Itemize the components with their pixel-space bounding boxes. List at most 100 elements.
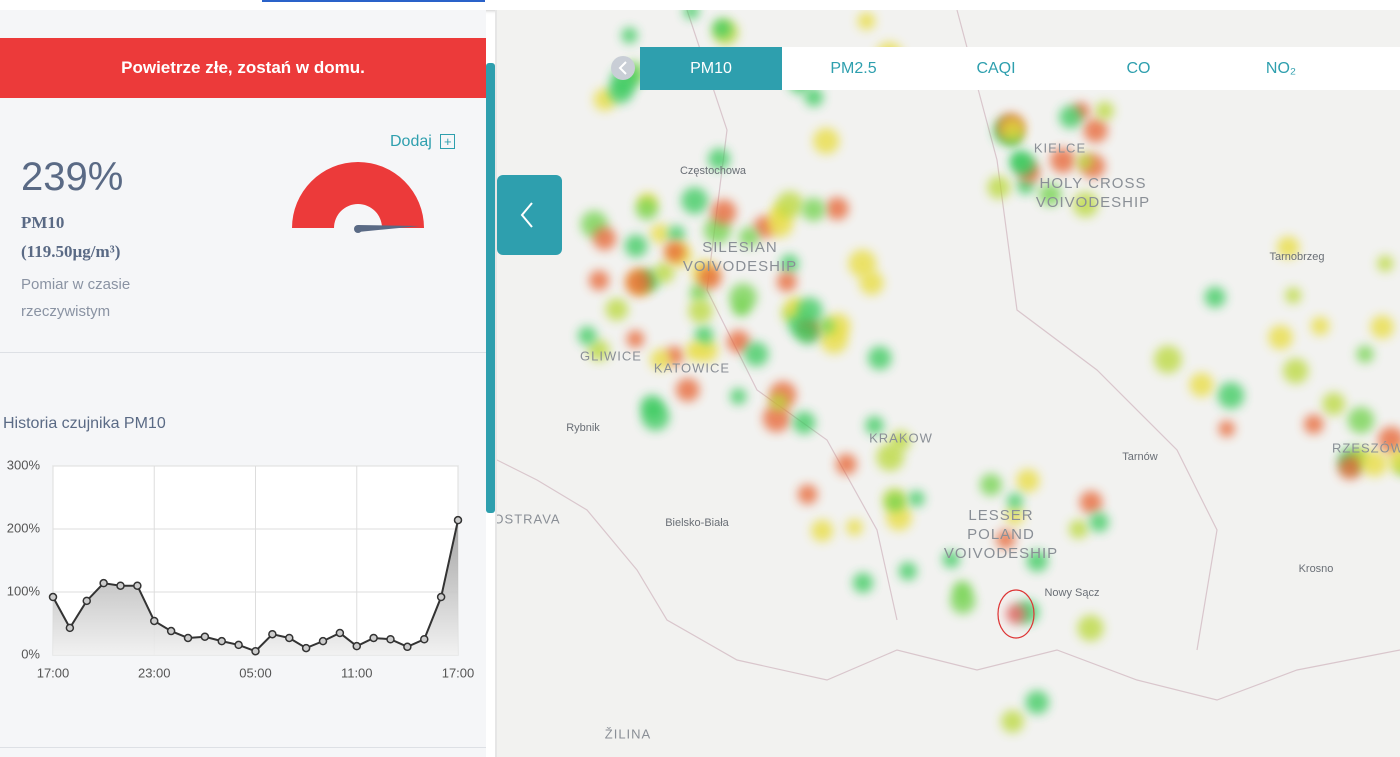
heat-blob: [865, 416, 884, 435]
point: [48, 592, 58, 602]
map-label: Bielsko-Biała: [665, 517, 729, 529]
map-label: Krosno: [1299, 563, 1334, 575]
heat-blob: [1338, 455, 1362, 480]
tab[interactable]: CO: [1127, 60, 1151, 77]
point: [65, 623, 75, 633]
map-label: VOIVODESHIP: [944, 545, 1058, 562]
divider: [0, 352, 486, 353]
map-label: VOIVODESHIP: [683, 258, 797, 275]
heat-blob: [1076, 153, 1094, 171]
back-button[interactable]: [611, 56, 635, 80]
heat-blob: [1347, 406, 1375, 434]
point: [335, 628, 345, 638]
map-label: Tarnów: [1122, 451, 1158, 463]
heat-blob: [1388, 447, 1400, 475]
add-button[interactable]: Dodaj +: [390, 133, 456, 151]
gauge: [292, 162, 424, 233]
map-label: VOIVODESHIP: [1036, 194, 1150, 211]
point: [217, 636, 226, 646]
heat-blob: [668, 225, 685, 243]
heat-blob: [1026, 550, 1049, 572]
heat-blob: [675, 378, 700, 402]
map-label: LESSER: [968, 507, 1033, 524]
selected-marker[interactable]: [997, 589, 1035, 639]
point: [99, 578, 108, 588]
point: [436, 592, 446, 602]
heat-blob: [577, 326, 597, 346]
heat-blob: [767, 211, 793, 238]
heat-blob: [1006, 604, 1026, 624]
heat-blob: [886, 505, 912, 531]
heat-blob: [1189, 372, 1214, 397]
heat-blob: [1218, 420, 1235, 437]
heat-blob: [1077, 615, 1104, 642]
heat-blob: [1001, 710, 1024, 733]
heat-blob: [589, 270, 610, 291]
heat-blob: [1322, 392, 1346, 416]
heat-blob: [835, 453, 857, 475]
tab[interactable]: CAQI: [976, 60, 1015, 77]
heat-blob: [776, 271, 797, 292]
heat-blob: [653, 262, 675, 284]
heat-blob: [592, 226, 617, 251]
chart-title: Historia czujnika PM10: [3, 415, 166, 432]
heat-blob: [1005, 506, 1025, 526]
point: [82, 596, 91, 606]
heat-blob: [796, 297, 823, 324]
tab-active[interactable]: [640, 47, 782, 90]
heat-blob: [890, 430, 911, 452]
heat-blob: [727, 330, 750, 354]
map-label: OSTRAVA: [497, 511, 561, 526]
heat-blob: [625, 268, 653, 296]
point: [133, 581, 142, 590]
collapse-icon: [520, 202, 533, 228]
heat-blob: [650, 223, 670, 244]
heat-blob: [776, 191, 804, 219]
map-label: SILESIAN: [702, 239, 778, 256]
heat-blob: [1303, 414, 1324, 435]
heat-blob: [624, 234, 648, 258]
map-label: GLIWICE: [580, 348, 642, 363]
map[interactable]: Częstochowa SILESIAN VOIVODESHIP GLIWICE KAT…: [497, 10, 1400, 757]
y-tick-label: 300%: [7, 457, 41, 472]
heat-blob: [987, 175, 1011, 199]
back-icon: [618, 61, 627, 75]
map-label: Częstochowa: [680, 165, 747, 177]
divider: [0, 747, 486, 748]
heat-blob: [769, 392, 789, 412]
tab[interactable]: PM2.5: [830, 60, 876, 77]
map-label: Tarnobrzeg: [1269, 251, 1324, 263]
y-tick-label: 0%: [21, 646, 40, 661]
point: [369, 633, 378, 643]
heat-blob: [846, 519, 863, 536]
heat-blob: [1006, 493, 1024, 510]
scrollbar[interactable]: [486, 63, 495, 513]
add-label: Dodaj: [390, 133, 432, 150]
heat-blob: [1089, 512, 1109, 533]
x-tick-label: 17:00: [442, 665, 475, 680]
top-bar: [0, 0, 1400, 10]
collapse-button[interactable]: [497, 175, 562, 255]
add-icon: +: [440, 134, 456, 149]
tab[interactable]: PM10: [690, 60, 732, 77]
heat-blob: [708, 148, 731, 171]
heat-blob: [886, 493, 905, 512]
point: [166, 626, 176, 636]
heat-blob: [1217, 382, 1245, 409]
tab[interactable]: NO₂: [1266, 60, 1296, 77]
heat-blob: [1000, 117, 1025, 143]
heat-blob: [743, 341, 769, 367]
x-tick-label: 11:00: [341, 665, 373, 680]
y-tick-label: 100%: [7, 583, 41, 598]
heat-blob: [792, 411, 816, 435]
heat-blob: [1361, 450, 1388, 477]
point: [453, 515, 463, 525]
point: [403, 642, 412, 652]
borders: [497, 10, 1400, 701]
heat-blob: [852, 572, 874, 594]
heat-blob: [857, 12, 876, 30]
pollutant: PM10: [21, 213, 65, 232]
heat-blob: [1072, 191, 1099, 218]
heat-blob: [683, 10, 700, 20]
heat-blob: [1016, 469, 1040, 493]
